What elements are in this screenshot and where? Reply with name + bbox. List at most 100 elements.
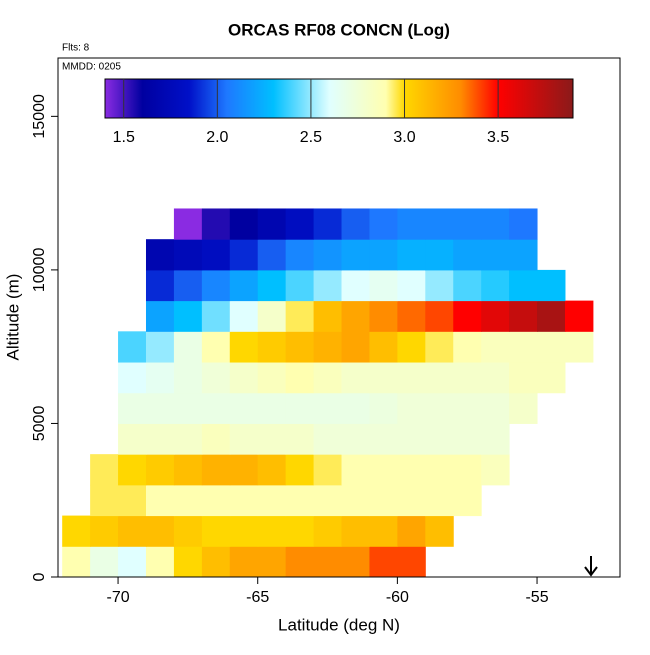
- heat-cell: [341, 331, 370, 363]
- heat-cell: [397, 423, 426, 455]
- heat-cell: [537, 300, 566, 332]
- heat-cell: [90, 484, 119, 517]
- heat-cell: [145, 484, 175, 517]
- heat-cell: [173, 423, 203, 455]
- heat-cell: [453, 392, 482, 424]
- colorbar-tick-label: 3.0: [393, 129, 415, 146]
- heat-cell: [90, 546, 119, 578]
- heat-cell: [481, 239, 510, 271]
- heat-cell: [425, 484, 454, 517]
- heat-cell: [285, 269, 315, 302]
- heat-cell: [425, 239, 454, 271]
- heat-cell: [369, 362, 398, 394]
- heat-cell: [173, 515, 203, 547]
- heat-cell: [425, 515, 454, 547]
- heat-cell: [173, 300, 203, 332]
- heat-cell: [453, 423, 482, 455]
- heat-cell: [90, 454, 119, 486]
- heat-cell: [201, 208, 231, 240]
- heat-cell: [509, 300, 538, 332]
- heat-cell: [369, 269, 398, 302]
- heat-cell: [173, 269, 203, 302]
- heat-cell: [257, 362, 287, 394]
- heat-cell: [537, 331, 566, 363]
- heat-cell: [257, 300, 287, 332]
- x-tick-label: -65: [246, 589, 269, 606]
- heat-cell: [145, 269, 175, 302]
- heat-cell: [537, 362, 566, 394]
- heat-cell: [509, 208, 538, 240]
- heat-cell: [173, 546, 203, 578]
- heat-cell: [229, 208, 259, 240]
- heat-cell: [397, 362, 426, 394]
- heat-cell: [201, 362, 231, 394]
- colorbar-tick-label: 2.0: [206, 129, 228, 146]
- heat-cell: [481, 300, 510, 332]
- heat-cell: [313, 392, 343, 424]
- heat-cell: [509, 362, 538, 394]
- heat-cell: [453, 331, 482, 363]
- heat-cell: [201, 269, 231, 302]
- heat-cell: [201, 484, 231, 517]
- heat-cell: [173, 208, 203, 240]
- heat-cell: [118, 454, 147, 486]
- heat-cell: [285, 515, 315, 547]
- heat-cell: [397, 208, 426, 240]
- heat-cell: [369, 331, 398, 363]
- heat-cell: [257, 208, 287, 240]
- heat-cell: [118, 331, 147, 363]
- heat-cell: [453, 484, 482, 517]
- heat-cell: [453, 239, 482, 271]
- heat-cell: [341, 423, 370, 455]
- heat-cell: [509, 239, 538, 271]
- y-tick-label: 0: [31, 572, 48, 581]
- heat-cell: [397, 300, 426, 332]
- heat-cell: [229, 239, 259, 271]
- colorbar: [104, 78, 574, 119]
- heat-cell: [257, 454, 287, 486]
- heat-cell: [481, 269, 510, 302]
- heat-cell: [397, 515, 426, 547]
- heat-cell: [201, 454, 231, 486]
- colorbar-tick-label: 1.5: [113, 129, 135, 146]
- heat-cell: [201, 546, 231, 578]
- heat-cell: [62, 515, 91, 547]
- heat-cell: [425, 300, 454, 332]
- heat-cell: [453, 208, 482, 240]
- heat-cell: [229, 423, 259, 455]
- heat-cell: [145, 362, 175, 394]
- heat-cell: [173, 239, 203, 271]
- heat-cell: [145, 546, 175, 578]
- heat-cell: [341, 484, 370, 517]
- heat-cell: [341, 546, 370, 578]
- heat-cell: [229, 484, 259, 517]
- heat-cell: [229, 392, 259, 424]
- heat-cell: [564, 331, 594, 363]
- heat-cell: [145, 515, 175, 547]
- heat-cell: [425, 208, 454, 240]
- heat-cell: [313, 269, 343, 302]
- heat-cell: [145, 423, 175, 455]
- heat-cell: [453, 269, 482, 302]
- flights-label: Flts: 8: [62, 43, 90, 54]
- heat-cell: [201, 423, 231, 455]
- date-label: MMDD: 0205: [62, 62, 121, 73]
- heat-cell: [313, 208, 343, 240]
- colorbar-tick-label: 3.5: [487, 129, 509, 146]
- heat-cell: [145, 331, 175, 363]
- heat-cell: [145, 454, 175, 486]
- heat-cell: [509, 269, 538, 302]
- heat-cell: [397, 269, 426, 302]
- heat-cell: [397, 546, 426, 578]
- heat-cell: [201, 300, 231, 332]
- heat-cell: [369, 239, 398, 271]
- heat-cell: [173, 392, 203, 424]
- x-tick-label: -70: [106, 589, 129, 606]
- heat-cell: [369, 300, 398, 332]
- heat-cell: [369, 515, 398, 547]
- heat-cell: [285, 300, 315, 332]
- heat-cell: [313, 362, 343, 394]
- heat-cell: [90, 515, 119, 547]
- y-tick-label: 10000: [31, 248, 48, 293]
